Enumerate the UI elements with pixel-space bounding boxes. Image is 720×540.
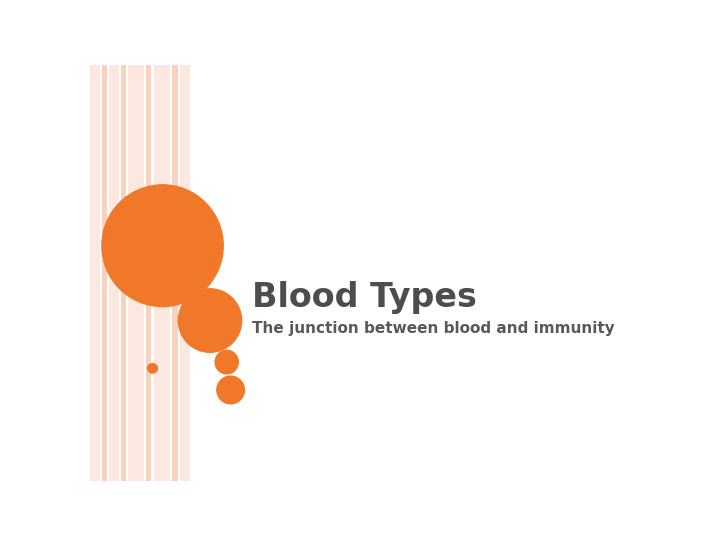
Ellipse shape <box>147 363 158 374</box>
Ellipse shape <box>215 349 239 375</box>
Bar <box>90 65 100 481</box>
Bar <box>121 65 126 481</box>
Ellipse shape <box>102 184 224 307</box>
Bar <box>154 65 170 481</box>
Text: The junction between blood and immunity: The junction between blood and immunity <box>252 321 615 336</box>
Bar <box>128 65 143 481</box>
Bar <box>109 65 119 481</box>
Text: Blood Types: Blood Types <box>252 281 477 314</box>
Ellipse shape <box>216 375 245 404</box>
Bar <box>145 65 151 481</box>
Ellipse shape <box>178 288 243 353</box>
Bar <box>181 65 190 481</box>
Bar <box>102 65 107 481</box>
Bar <box>172 65 178 481</box>
